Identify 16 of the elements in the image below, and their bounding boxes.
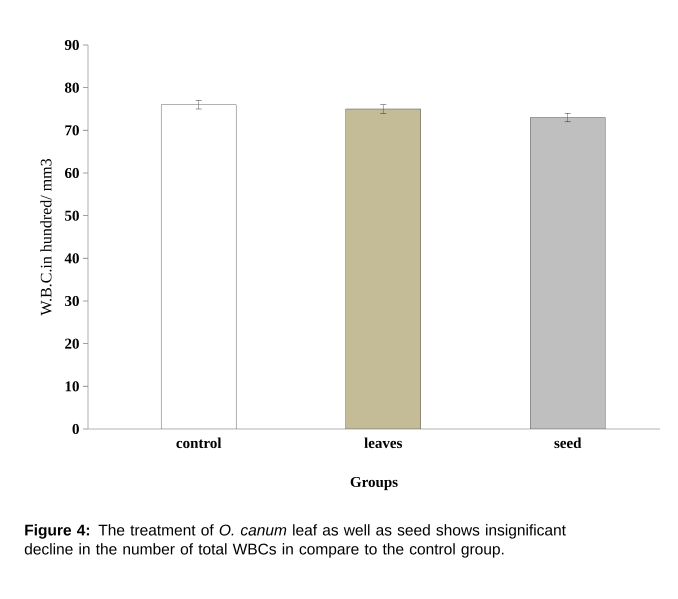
x-axis-title: Groups: [350, 476, 398, 490]
y-tick-label: 80: [64, 82, 79, 93]
y-tick-label: 50: [65, 210, 79, 221]
y-tick-label: 70: [65, 125, 79, 136]
y-tick-label: 30: [65, 296, 79, 306]
y-tick-label: 10: [66, 381, 79, 392]
x-tick-label: leaves: [364, 438, 402, 448]
y-tick-label: 40: [64, 253, 79, 264]
y-tick-label: 90: [64, 40, 79, 50]
y-tick-label: 60: [64, 168, 79, 178]
x-tick-label: seed: [554, 438, 582, 448]
x-tick-label: control: [176, 438, 222, 448]
y-tick-label: 20: [65, 338, 79, 349]
text: Figure 4: The treatment of O. canum leaf as well as seed shows insignificant decline in the number of total WBCs in compare to the control group.: [24, 524, 566, 558]
y-tick-label: 0: [72, 424, 79, 434]
y-axis-title: W.B.C.in hundred/ mm3: [40, 159, 52, 316]
